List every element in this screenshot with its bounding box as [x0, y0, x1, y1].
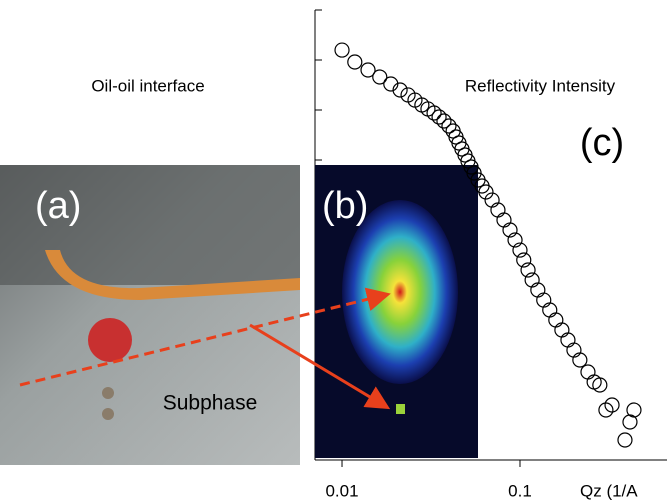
point: [372, 69, 388, 85]
panel-title: Oil-oil interface: [91, 76, 204, 95]
detector-spot: [342, 200, 458, 384]
panel-label: (b): [322, 185, 368, 227]
point: [598, 402, 614, 418]
point: [347, 54, 363, 70]
point: [604, 397, 620, 413]
arrow: [249, 323, 391, 410]
point: [560, 332, 576, 348]
photo-object: [102, 387, 114, 399]
photo-note: Subphase: [163, 392, 258, 415]
point: [478, 184, 494, 200]
photo-object: [102, 408, 114, 420]
point: [530, 282, 546, 298]
point: [554, 322, 570, 338]
point: [431, 109, 447, 125]
point: [626, 402, 642, 418]
detector-spot: [396, 404, 405, 414]
panel-label: (a): [35, 185, 81, 227]
point: [516, 252, 532, 268]
point: [436, 113, 452, 129]
point: [426, 105, 442, 121]
point: [466, 165, 482, 181]
interface: [45, 250, 300, 300]
point: [490, 202, 506, 218]
point: [360, 62, 376, 78]
point: [592, 377, 608, 393]
point: [502, 222, 518, 238]
panel-label: (c): [580, 122, 624, 164]
photo-object: [88, 318, 132, 362]
point: [334, 42, 350, 58]
photo-top: [0, 165, 300, 285]
y-axis-label: Reflectivity Intensity: [465, 76, 616, 95]
point: [520, 262, 536, 278]
photo-panel: (a): [0, 165, 300, 465]
x-tick-label: 0.1: [508, 481, 532, 500]
point: [512, 242, 528, 258]
x-tick-label: 0.01: [325, 481, 358, 500]
point: [507, 232, 523, 248]
point: [572, 352, 588, 368]
point: [580, 364, 596, 380]
point: [548, 312, 564, 328]
point: [566, 342, 582, 358]
point: [536, 292, 552, 308]
x-axis-label: Qz (1/A: [580, 481, 638, 500]
point: [392, 82, 408, 98]
point: [441, 118, 457, 134]
detector-panel: (b): [315, 165, 478, 458]
arrow: [19, 287, 391, 387]
point: [542, 302, 558, 318]
point: [496, 212, 512, 228]
point: [617, 432, 633, 448]
